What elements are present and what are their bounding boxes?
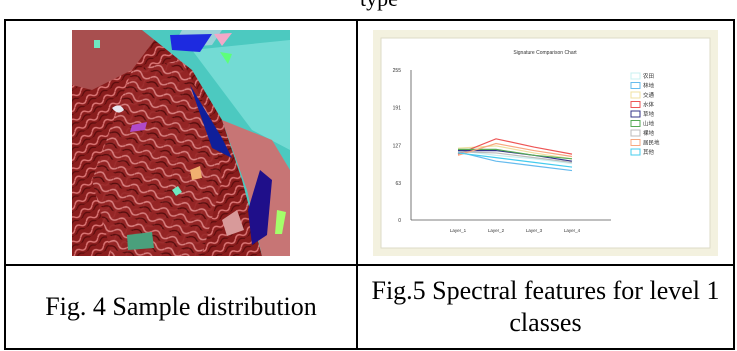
series-line: [457, 150, 573, 163]
y-tick-label: 127: [393, 143, 402, 149]
series-line: [457, 137, 573, 155]
legend-label: 草地: [643, 110, 655, 118]
legend-label: 水体: [643, 100, 655, 108]
x-tick-label: Layer_2: [488, 228, 505, 233]
y-tick-label: 0: [398, 218, 401, 224]
legend-swatch: [630, 129, 641, 136]
legend-label: 裸地: [643, 129, 655, 137]
legend-swatch: [630, 81, 641, 89]
legend-swatch: [630, 119, 641, 127]
legend-swatch: [630, 148, 641, 155]
y-tick-label: 63: [395, 180, 401, 186]
series-line: [457, 142, 573, 157]
y-tick-label: 191: [393, 105, 402, 111]
figure-5-cell: Signature Comparison Chart 0 63 127 191 255 La…: [356, 19, 735, 266]
legend-label: 交通: [643, 91, 655, 99]
series-line: [457, 150, 573, 171]
legend-label: 居民地: [643, 138, 660, 146]
legend-swatch: [630, 91, 641, 98]
legend-label: 林地: [643, 81, 655, 89]
legend-swatch: [630, 138, 641, 146]
x-tick-label: Layer_3: [526, 228, 543, 233]
header-fragment: type: [360, 0, 398, 12]
chart-title: Signature Comparison Chart: [513, 50, 577, 56]
figure-4-caption: Fig. 4 Sample distribution: [4, 264, 358, 350]
legend-label: 山地: [643, 119, 655, 127]
legend-label: 其他: [643, 148, 655, 156]
signature-chart: Signature Comparison Chart 0 63 127 191 255 La…: [373, 29, 718, 256]
figure-5-caption-text: Fig.5 Spectral features for level 1 clas…: [371, 276, 720, 337]
figure-table: Signature Comparison Chart 0 63 127 191 255 La…: [4, 19, 735, 350]
cropped-header-text: type: [0, 0, 737, 20]
figure-5-caption: Fig.5 Spectral features for level 1 clas…: [356, 264, 735, 350]
legend-swatch: [630, 100, 641, 108]
y-tick-label: 255: [393, 68, 402, 74]
x-tick-label: Layer_1: [450, 228, 467, 233]
legend-swatch: [630, 72, 641, 79]
legend-swatch: [630, 110, 641, 117]
satellite-image: [72, 29, 290, 256]
x-tick-label: Layer_4: [564, 228, 581, 233]
figure-4-caption-text: Fig. 4 Sample distribution: [45, 292, 317, 321]
series-line: [457, 151, 573, 168]
figure-4-cell: [4, 19, 358, 266]
legend-label: 农田: [643, 72, 654, 80]
